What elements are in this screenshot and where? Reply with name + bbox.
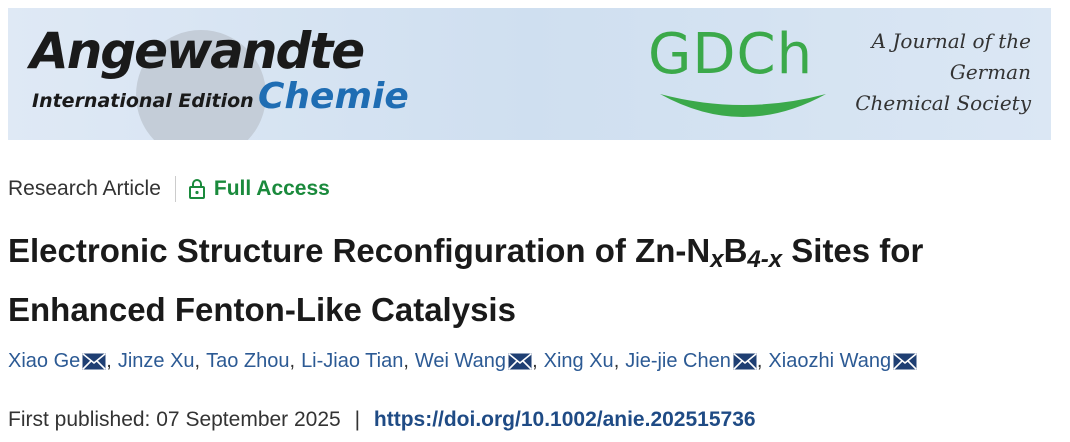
journal-edition: International Edition: [32, 90, 254, 112]
title-text: Sites for Enhanced Fenton-Like Catalysis: [8, 232, 924, 328]
author-name[interactable]: Jinze Xu: [117, 350, 195, 372]
society-line: Chemical Society: [855, 91, 1031, 115]
author-list: Xiao Ge, Jinze Xu, Tao Zhou, Li-Jiao Tian, W…: [8, 350, 917, 373]
doi-link[interactable]: https://doi.org/10.1002/anie.202515736: [373, 408, 756, 431]
society-line: A Journal of the: [871, 29, 1031, 53]
email-icon[interactable]: [893, 353, 917, 370]
author-separator: ,: [403, 350, 409, 372]
author-name[interactable]: Xiaozhi Wang: [768, 350, 892, 372]
title-subscript: x: [710, 246, 724, 273]
article-title: Electronic Structure Reconfiguration of …: [8, 226, 1068, 335]
author-separator: ,: [194, 350, 201, 372]
title-text: B: [723, 232, 748, 269]
journal-name: Angewandte: [30, 22, 365, 80]
journal-banner: Angewandte International Edition Chemie …: [8, 8, 1051, 140]
author-name[interactable]: Jie-jie Chen: [625, 350, 731, 372]
published-date: 07 September 2025: [156, 408, 341, 431]
logo-arc: [660, 94, 826, 117]
author-separator: ,: [106, 350, 112, 372]
author-separator: ,: [532, 350, 538, 372]
email-icon[interactable]: [508, 353, 532, 370]
journal-subname: Chemie: [258, 76, 409, 117]
publication-info: First published: 07 September 2025 | htt…: [8, 408, 756, 432]
society-line: German: [949, 60, 1031, 84]
society-logo: GDCh: [648, 22, 814, 87]
article-type: Research Article: [8, 177, 161, 200]
divider: [174, 176, 176, 202]
society-text: A Journal of the German Chemical Society: [855, 26, 1031, 119]
published-label: First published:: [8, 408, 151, 431]
divider: |: [354, 408, 361, 431]
author-separator: ,: [613, 350, 620, 372]
author-name[interactable]: Li-Jiao Tian: [301, 350, 404, 372]
author-name[interactable]: Tao Zhou: [206, 350, 290, 372]
email-icon[interactable]: [82, 353, 106, 370]
access-label[interactable]: Full Access: [213, 177, 330, 200]
lock-icon: [188, 179, 205, 199]
author-separator: ,: [756, 350, 763, 372]
author-name[interactable]: Xiao Ge: [8, 350, 81, 372]
article-meta: Research Article Full Access: [8, 176, 330, 202]
title-subscript: 4-x: [747, 246, 783, 273]
author-name[interactable]: Wei Wang: [414, 350, 507, 372]
author-name[interactable]: Xing Xu: [543, 350, 614, 372]
title-text: Electronic Structure Reconfiguration of …: [8, 232, 711, 269]
email-icon[interactable]: [733, 353, 757, 370]
author-separator: ,: [289, 350, 296, 372]
logo-circle: [136, 30, 266, 140]
